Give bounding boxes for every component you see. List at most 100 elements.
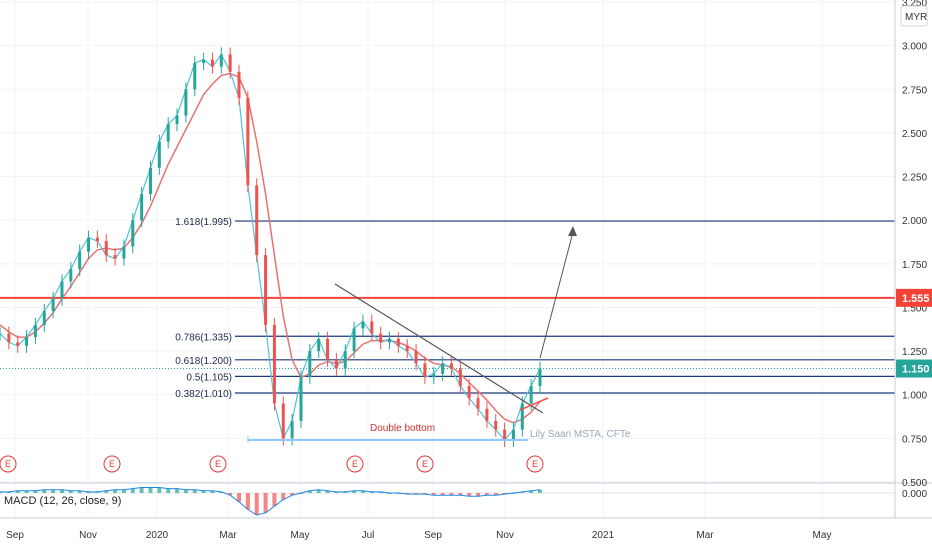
candle-body: [361, 321, 365, 329]
currency-badge-box[interactable]: [900, 5, 928, 27]
macd-histogram-bar: [520, 491, 525, 493]
candle-body: [405, 345, 409, 352]
macd-histogram-bar: [175, 488, 180, 493]
candle-body: [334, 359, 338, 369]
x-tick-label: 2020: [146, 530, 169, 541]
fib-label: 0.5(1.105): [186, 372, 232, 383]
grid: [0, 0, 895, 518]
macd-histogram-bar: [405, 493, 410, 495]
macd-histogram-bar: [148, 487, 153, 493]
macd-histogram-bar: [113, 489, 118, 493]
macd-histogram-bar: [281, 493, 286, 500]
candle-body: [317, 338, 321, 352]
macd-histogram-bar: [42, 489, 47, 493]
candle-body: [33, 324, 37, 338]
x-tick-label: Sep: [424, 530, 442, 541]
macd-histogram-bar: [352, 490, 357, 493]
candle-body: [476, 398, 480, 409]
earnings-marker-icon[interactable]: [346, 455, 364, 473]
y-tick-label: 3.250: [902, 0, 927, 9]
candle-body: [352, 328, 356, 352]
x-tick-label: May: [813, 530, 832, 541]
candle-body: [423, 363, 427, 378]
macd-histogram-bar: [422, 493, 427, 495]
earnings-marker-text: E: [422, 459, 428, 469]
macd-histogram-bar: [502, 493, 507, 495]
y-tick-label: 0.750: [902, 434, 927, 445]
price-badge: [896, 288, 932, 307]
channel-line: [519, 397, 549, 411]
projection-arrow-line: [539, 231, 574, 359]
macd-histogram-bar: [68, 490, 73, 493]
earnings-marker-text: E: [5, 459, 11, 469]
candle-body: [175, 115, 179, 125]
macd-histogram-bar: [529, 490, 534, 493]
candle-body: [494, 420, 498, 430]
candle-body: [95, 237, 99, 242]
x-tick-label: Jul: [362, 530, 375, 541]
candle-body: [87, 237, 91, 252]
earnings-marker-icon[interactable]: [0, 455, 17, 473]
macd-histogram-bar: [449, 493, 454, 496]
candle-body: [166, 124, 170, 142]
fib-label: 0.382(1.010): [175, 389, 232, 400]
macd-histogram-bar: [210, 490, 215, 493]
candle-body: [343, 351, 347, 369]
earnings-marker-text: E: [109, 459, 115, 469]
candle-body: [414, 351, 418, 364]
earnings-marker-icon[interactable]: [416, 455, 434, 473]
x-tick-label: Sep: [6, 530, 24, 541]
macd-histogram-bar: [476, 493, 481, 497]
y-tick-label: 1.000: [902, 391, 927, 402]
candle-body: [281, 403, 285, 439]
candle-body: [290, 420, 294, 439]
macd-label: MACD (12, 26, close, 9): [4, 495, 121, 507]
y-tick-label: 2.500: [902, 129, 927, 140]
candle-body: [467, 386, 471, 399]
price-series: [0, 47, 542, 448]
price-badge-text: 1.555: [902, 293, 930, 305]
macd-histogram-bar: [272, 493, 277, 507]
earnings-marker-icon[interactable]: [209, 455, 227, 473]
macd-histogram-bar: [201, 490, 206, 493]
macd-histogram-bar: [59, 489, 64, 493]
candle-body: [16, 342, 20, 346]
x-tick-label: May: [291, 530, 310, 541]
candle-body: [538, 368, 542, 386]
y-tick-label: 1.250: [902, 347, 927, 358]
candle-body: [255, 185, 259, 256]
macd-histogram-bar: [183, 489, 188, 493]
macd-histogram-bar: [219, 491, 224, 493]
currency-badge: MYR: [905, 12, 927, 23]
candle-body: [449, 363, 453, 369]
candle-body: [272, 324, 276, 404]
macd-histogram-bar: [95, 491, 100, 493]
earnings-marker-icon[interactable]: [526, 455, 544, 473]
macd-histogram-bar: [467, 493, 472, 497]
macd-histogram-bar: [237, 493, 242, 502]
x-axis: Sep Nov 2020 Mar May Jul Sep Nov 2021 Mar May: [0, 517, 932, 541]
macd-histogram-bar: [493, 493, 498, 496]
candle-body: [78, 251, 82, 270]
macd-histogram-bar: [307, 490, 312, 493]
earnings-marker-icon[interactable]: [103, 455, 121, 473]
candle-body: [503, 429, 507, 441]
earnings-marker-text: E: [215, 459, 221, 469]
candle-body: [529, 386, 533, 404]
macd-histogram-bar: [440, 493, 445, 496]
double-bottom-label: Double bottom: [370, 423, 435, 434]
candle-body: [246, 98, 250, 186]
macd-histogram-bar: [334, 491, 339, 493]
macd-histogram-bar: [290, 493, 295, 496]
candle-body: [202, 59, 206, 64]
fib-label: 1.618(1.995): [175, 217, 232, 228]
macd-line: [0, 487, 541, 516]
candle-body: [432, 373, 436, 378]
macd-zero-label: 0.000: [902, 489, 927, 500]
macd-histogram-bar: [378, 491, 383, 493]
candle-body: [228, 54, 232, 72]
macd-histogram-bar: [343, 491, 348, 493]
candle-body: [104, 241, 108, 256]
